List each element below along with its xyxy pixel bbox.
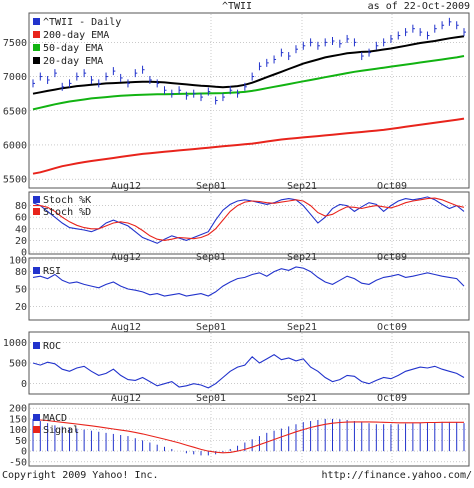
stoch-line-stoch-d [33, 197, 465, 241]
ytick-stoch-0: 0 [21, 248, 27, 259]
macd-line-signal [33, 419, 464, 454]
ytick-roc-2: 1000 [3, 338, 27, 349]
ytick-price-1: 6000 [3, 140, 27, 151]
ytick-roc-1: 500 [9, 359, 27, 370]
date-label-sep01-price: Sep01 [196, 181, 226, 192]
macd-legend: MACD Signal [33, 413, 79, 436]
ytick-stoch-2: 40 [15, 224, 27, 235]
stoch-line-stoch-k [32, 196, 465, 244]
legend-swatch-ema200 [33, 31, 40, 38]
date-label-aug12-rsi: Aug12 [111, 322, 141, 333]
price-legend: ^TWII - Daily 200-day EMA 50-day EMA 20-… [33, 17, 121, 67]
axis-layer: 5500600065007000750002040608020508010005… [3, 38, 27, 468]
legend-label-ema20: 20-day EMA [43, 56, 103, 67]
roc-legend: ROC [33, 341, 61, 352]
ytick-stoch-1: 20 [15, 236, 27, 247]
date-label-aug12-roc: Aug12 [111, 393, 141, 404]
ytick-rsi-0: 20 [15, 302, 27, 313]
legend-swatch-ema20 [33, 57, 40, 64]
grid-layer [30, 14, 468, 465]
rsi-panel [28, 257, 470, 321]
ytick-macd-2: 50 [15, 436, 27, 447]
ytick-price-2: 6500 [3, 106, 27, 117]
date-labels: Aug12 Sep01 Sep21 Oct09 Aug12 Sep01 Sep2… [111, 181, 407, 404]
legend-label-roc: ROC [43, 341, 61, 352]
ytick-macd-3: 100 [9, 425, 27, 436]
ytick-macd-0: -50 [9, 457, 27, 468]
legend-label-rsi: RSI [43, 266, 61, 277]
ytick-macd-5: 200 [9, 404, 27, 415]
legend-label-signal: Signal [43, 425, 79, 436]
stoch-panel [28, 191, 470, 255]
date-label-oct09-roc: Oct09 [377, 393, 407, 404]
stoch-legend: Stoch %K Stoch %D [33, 195, 91, 218]
ytick-macd-1: 0 [21, 447, 27, 458]
ytick-rsi-1: 50 [15, 285, 27, 296]
legend-label-macd: MACD [43, 413, 67, 424]
date-label-sep01-rsi: Sep01 [196, 322, 226, 333]
rsi-legend: RSI [33, 266, 61, 277]
ytick-stoch-3: 60 [15, 213, 27, 224]
date-label-oct09-price: Oct09 [377, 181, 407, 192]
date-label-oct09-stoch: Oct09 [377, 252, 407, 263]
ytick-price-0: 5500 [3, 175, 27, 186]
date-label-sep21-roc: Sep21 [287, 393, 317, 404]
date-label-sep21-stoch: Sep21 [287, 252, 317, 263]
legend-swatch-stoch-k [33, 196, 40, 203]
legend-label-ema50: 50-day EMA [43, 43, 103, 54]
legend-label-ema200: 200-day EMA [43, 30, 109, 41]
ytick-rsi-3: 100 [9, 256, 27, 267]
footer-url[interactable]: http://finance.yahoo.com/ [321, 470, 472, 481]
date-label-sep21-rsi: Sep21 [287, 322, 317, 333]
date-label-aug12-price: Aug12 [111, 181, 141, 192]
legend-swatch-signal [33, 426, 40, 433]
date-label-sep01-roc: Sep01 [196, 393, 226, 404]
legend-label-stoch-k: Stoch %K [43, 195, 91, 206]
price-panel [28, 12, 470, 189]
price-line-50-day-ema [32, 55, 465, 111]
ytick-macd-4: 150 [9, 414, 27, 425]
ticker-title: ^TWII [222, 1, 252, 12]
macd-panel [28, 403, 470, 467]
footer-copyright: Copyright 2009 Yahoo! Inc. [2, 470, 159, 481]
ytick-rsi-2: 80 [15, 267, 27, 278]
ytick-stoch-4: 80 [15, 201, 27, 212]
legend-swatch-roc [33, 342, 40, 349]
date-label-aug12-stoch: Aug12 [111, 252, 141, 263]
legend-label-stoch-d: Stoch %D [43, 207, 91, 218]
legend-label-price: ^TWII - Daily [43, 17, 121, 28]
date-label-sep01-stoch: Sep01 [196, 252, 226, 263]
ytick-price-3: 7000 [3, 72, 27, 83]
legend-swatch-rsi [33, 267, 40, 274]
legend-swatch-stoch-d [33, 208, 40, 215]
price-line-200-day-ema [32, 117, 465, 175]
series-layer [32, 17, 466, 456]
legend-swatch-macd [33, 414, 40, 421]
legend-swatch-ema50 [33, 44, 40, 51]
rsi-line-rsi [32, 266, 465, 297]
roc-line-roc [32, 354, 465, 389]
as-of-date: as of 22-Oct-2009 [368, 1, 470, 12]
ytick-price-4: 7500 [3, 38, 27, 49]
price-line-20-day-ema [32, 35, 465, 95]
roc-panel [28, 331, 470, 395]
date-label-oct09-rsi: Oct09 [377, 322, 407, 333]
ytick-roc-0: 0 [21, 379, 27, 390]
date-label-sep21-price: Sep21 [287, 181, 317, 192]
legend-swatch-price [33, 18, 40, 25]
